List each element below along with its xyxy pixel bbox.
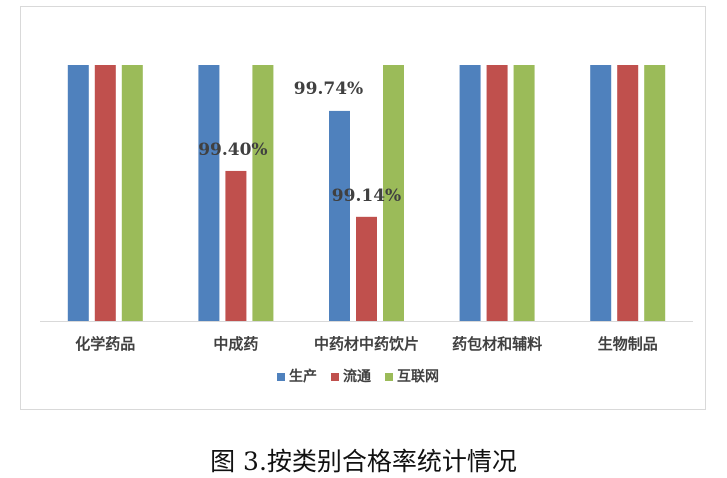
legend-label: 流通 [343, 368, 371, 385]
x-tick-label: 生物制品 [598, 335, 658, 353]
bar-互联网-化学药品 [121, 65, 143, 321]
legend-label: 互联网 [397, 369, 439, 385]
bar-互联网-生物制品 [644, 65, 666, 321]
legend-label: 生产 [289, 368, 317, 385]
data-label: 99.14% [332, 186, 401, 206]
legend-swatch [277, 373, 285, 381]
bar-互联网-中成药 [252, 65, 274, 321]
bar-互联网-中药材中药饮片 [383, 65, 404, 321]
data-label: 99.74% [294, 79, 363, 99]
legend-swatch [331, 373, 339, 381]
bar-生产-化学药品 [67, 65, 89, 321]
data-label: 99.40% [198, 140, 267, 160]
legend-swatch [385, 373, 393, 381]
bar-流通-化学药品 [94, 65, 116, 321]
x-tick-label: 中成药 [213, 335, 258, 353]
x-tick-label: 药包材和辅料 [452, 335, 542, 353]
figure-caption: 图 3.按类别合格率统计情况 [210, 447, 517, 476]
x-tick-label: 化学药品 [75, 335, 135, 353]
bar-生产-生物制品 [590, 65, 612, 321]
bar-流通-中成药 [225, 170, 247, 321]
bar-生产-药包材和辅料 [459, 65, 481, 321]
bar-流通-中药材中药饮片 [356, 216, 377, 321]
bar-流通-药包材和辅料 [486, 65, 508, 321]
bar-流通-生物制品 [617, 65, 639, 321]
bar-chart: 化学药品 中成药 中药材中药饮片 药包材和辅料 生物制品 99.74% 99.40% 99.1… [40, 65, 693, 385]
bar-生产-中药材中药饮片 [329, 110, 350, 322]
x-tick-label: 中药材中药饮片 [314, 335, 419, 353]
bar-互联网-药包材和辅料 [513, 65, 535, 321]
bar-生产-中成药 [198, 65, 220, 321]
